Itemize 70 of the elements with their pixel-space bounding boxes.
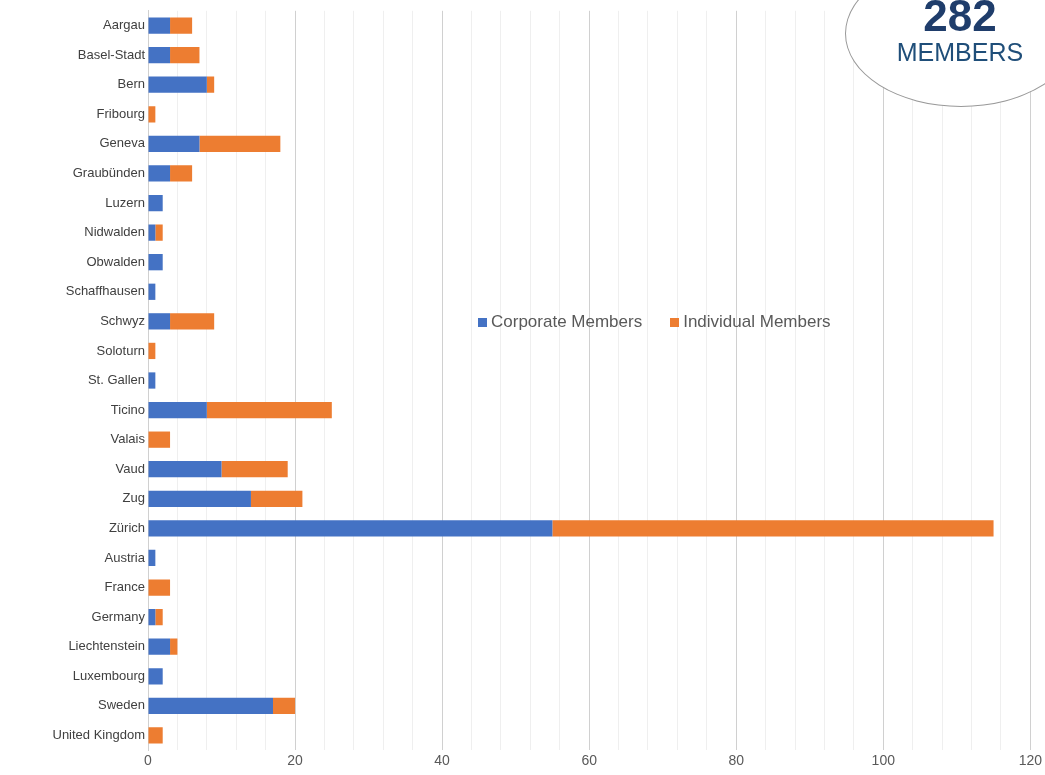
- y-tick-label: Aargau: [103, 17, 145, 33]
- y-tick-label: Ticino: [110, 401, 145, 417]
- bar: [199, 135, 281, 153]
- y-tick-label: Soloturn: [96, 342, 145, 358]
- y-tick-label: Liechtenstein: [68, 638, 145, 654]
- bar: [148, 697, 273, 714]
- x-tick-label: 40: [434, 752, 451, 769]
- bar: [148, 17, 171, 34]
- bar: [552, 520, 994, 537]
- y-tick-label: United Kingdom: [52, 726, 145, 742]
- bar: [148, 76, 207, 93]
- bar: [148, 520, 553, 537]
- annotation: MEMBERS: [895, 38, 1025, 66]
- bar: [148, 638, 171, 655]
- y-tick-label: Bern: [117, 76, 145, 92]
- bar: [148, 313, 171, 330]
- bar: [170, 313, 215, 330]
- y-tick-label: Nidwalden: [84, 224, 145, 240]
- y-tick-label: Geneva: [99, 135, 146, 151]
- bar: [148, 490, 251, 507]
- bar: [170, 47, 200, 64]
- y-tick-label: Germany: [91, 608, 146, 624]
- bar: [148, 254, 163, 271]
- y-tick-label: Fribourg: [96, 105, 145, 121]
- bar: [206, 76, 215, 93]
- x-tick-label: 120: [1018, 752, 1043, 769]
- bar: [155, 608, 163, 626]
- legend-label: Individual Members: [682, 312, 831, 332]
- y-tick-label: Sweden: [98, 697, 145, 713]
- y-tick-label: St. Gallen: [87, 372, 145, 388]
- bar: [170, 638, 178, 655]
- y-tick-label: Schaffhausen: [65, 283, 145, 299]
- bar: [155, 224, 163, 241]
- x-tick-label: 60: [581, 752, 598, 769]
- bar: [206, 401, 332, 419]
- bar: [148, 727, 163, 744]
- y-tick-label: Basel-Stadt: [77, 46, 146, 62]
- y-tick-label: Schwyz: [100, 312, 145, 328]
- y-tick-label: Luzern: [105, 194, 145, 210]
- y-tick-label: France: [104, 579, 145, 595]
- bar: [148, 135, 200, 153]
- y-tick-label: Graubünden: [72, 165, 145, 181]
- bar: [170, 17, 193, 34]
- bar: [148, 668, 163, 685]
- bar: [273, 697, 296, 714]
- annotation: 282: [922, 0, 998, 40]
- bar: [148, 461, 222, 478]
- bar: [148, 401, 207, 419]
- x-tick-label: 80: [728, 752, 745, 769]
- bar: [148, 431, 171, 448]
- y-tick-label: Obwalden: [86, 253, 145, 269]
- x-tick-label: 0: [144, 752, 153, 769]
- y-tick-label: Austria: [104, 549, 146, 565]
- bar: [148, 372, 156, 389]
- bar: [148, 579, 171, 596]
- bar: [148, 194, 163, 212]
- y-tick-label: Valais: [110, 431, 146, 447]
- bar: [148, 165, 171, 182]
- y-tick-label: Vaud: [115, 460, 145, 476]
- bar: [221, 461, 288, 478]
- bar: [148, 224, 156, 241]
- y-tick-label: Zürich: [108, 519, 145, 535]
- legend-label: Corporate Members: [490, 312, 643, 332]
- bar: [148, 47, 171, 64]
- x-tick-label: 100: [871, 752, 896, 769]
- bar: [170, 165, 193, 182]
- y-tick-label: Luxembourg: [72, 667, 145, 683]
- y-tick-label: Zug: [122, 490, 145, 506]
- bar: [250, 490, 303, 507]
- x-tick-label: 20: [287, 752, 304, 769]
